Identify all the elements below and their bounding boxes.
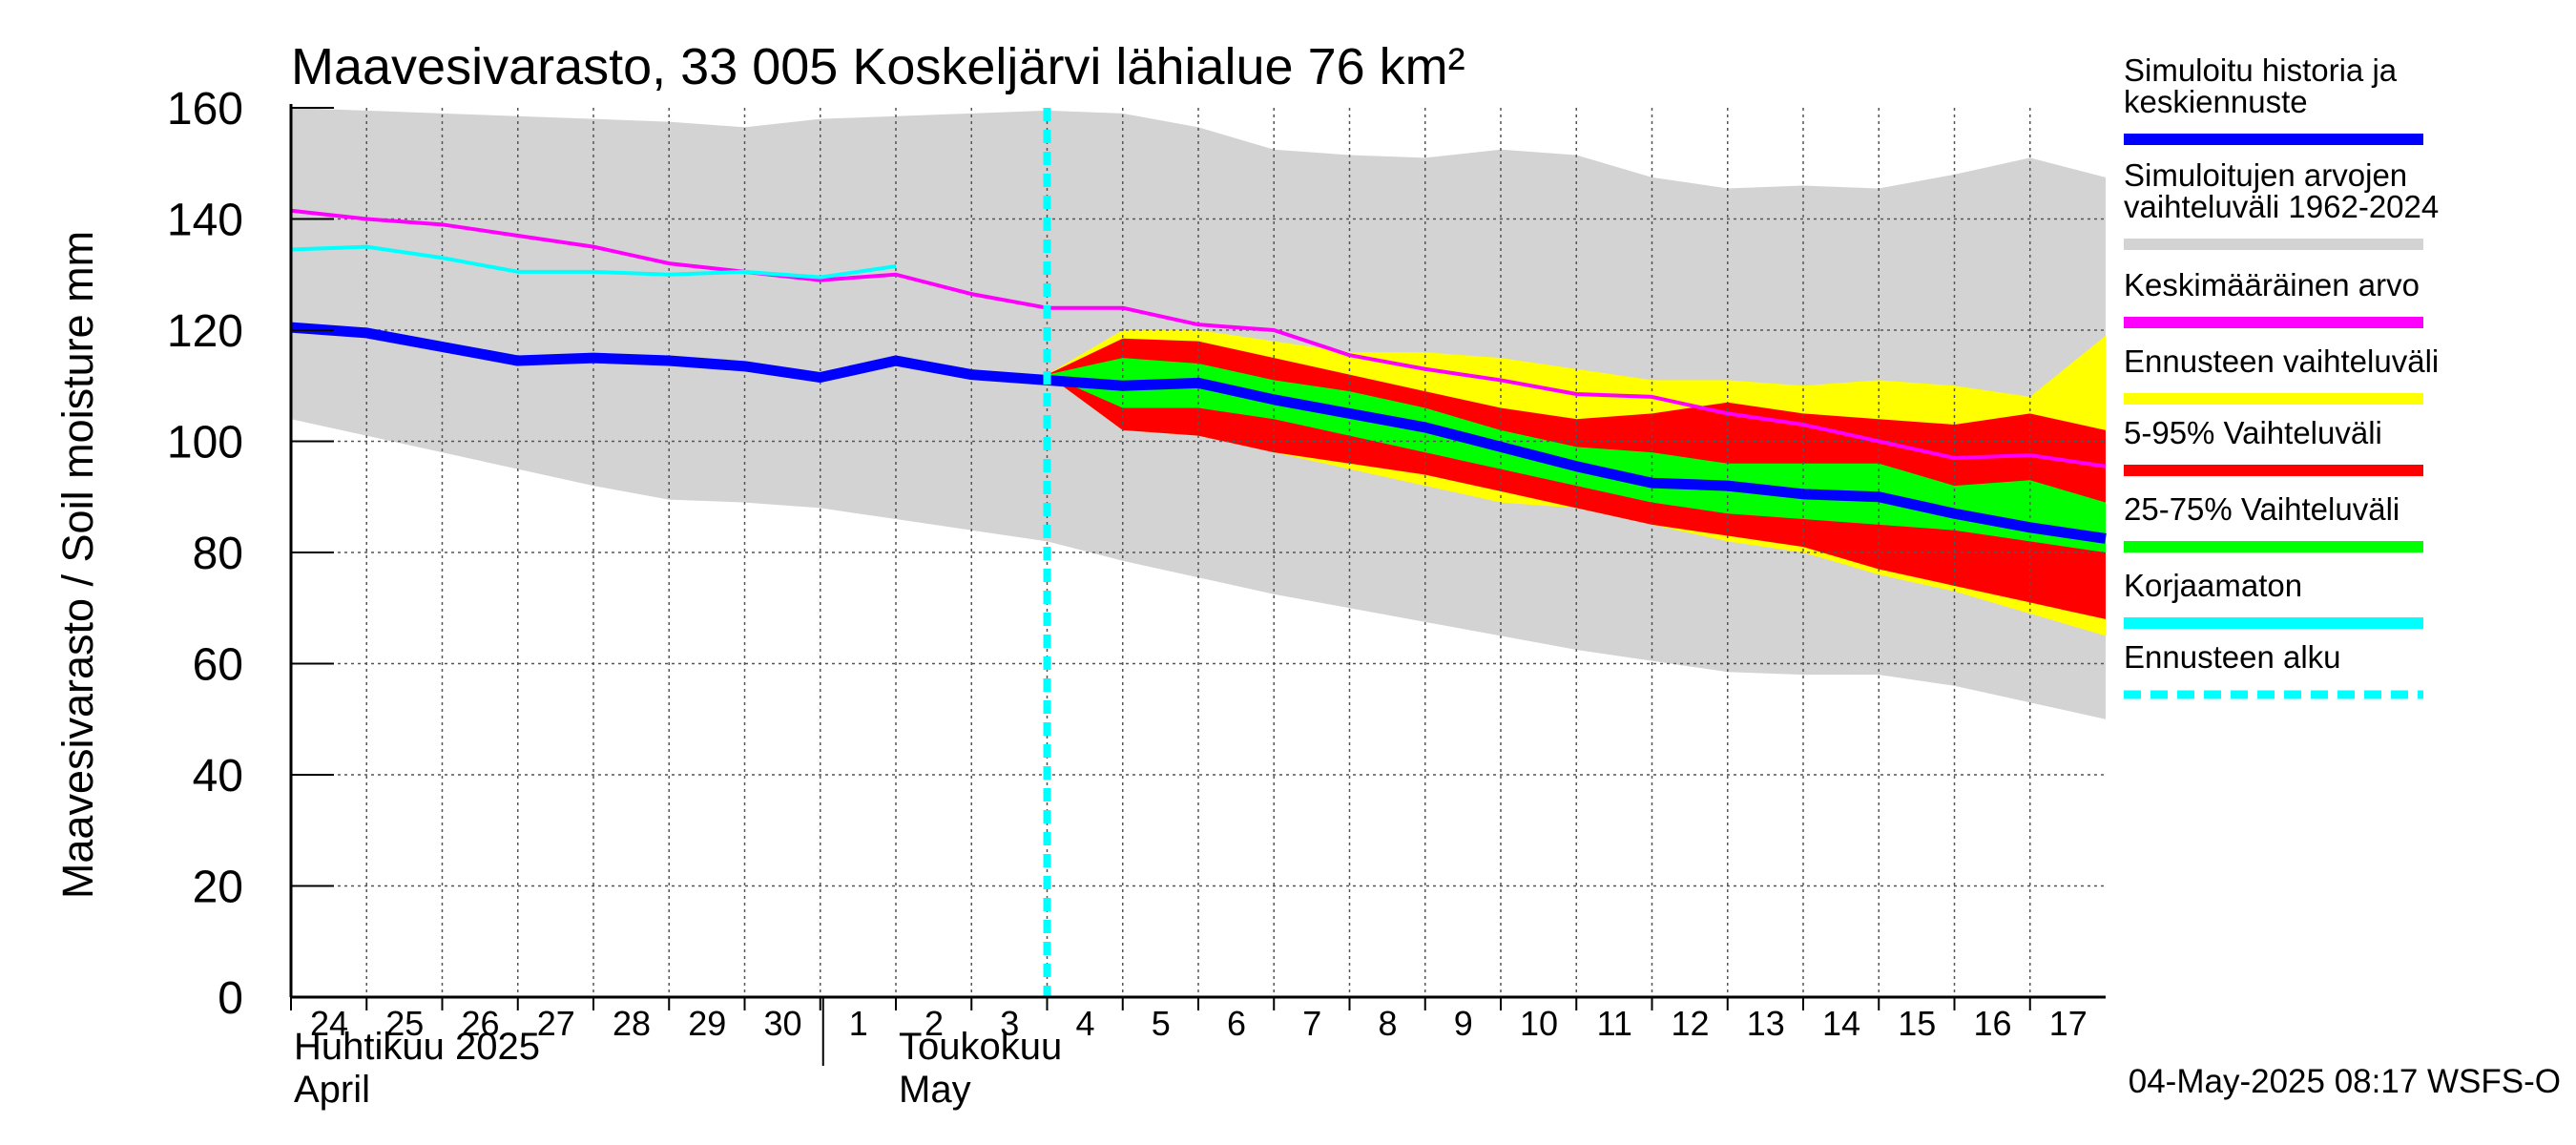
- legend-label: Korjaamaton: [2124, 568, 2302, 603]
- plot-areas: [291, 108, 2106, 719]
- x-tick-label: 27: [537, 1004, 575, 1043]
- y-tick-label: 20: [193, 863, 243, 913]
- x-tick-label: 14: [1822, 1004, 1860, 1043]
- y-axis-ticks: 0 20 40 60 80 100 120 140 160: [167, 84, 334, 1024]
- x-tick-label: 8: [1378, 1004, 1397, 1043]
- y-tick-label: 0: [218, 973, 243, 1024]
- legend-label: 25-75% Vaihteluväli: [2124, 491, 2399, 527]
- x-tick-label: 16: [1973, 1004, 2011, 1043]
- plot-lines: [290, 108, 2107, 997]
- x-tick-label: 29: [688, 1004, 726, 1043]
- y-tick-label: 40: [193, 751, 243, 802]
- x-tick-label: 17: [2049, 1004, 2088, 1043]
- y-tick-label: 140: [167, 196, 243, 246]
- x-tick-label: 9: [1454, 1004, 1473, 1043]
- legend-label: Ennusteen alku: [2124, 639, 2341, 675]
- month-label: Toukokuu: [899, 1026, 1062, 1068]
- mean-line: [290, 208, 2107, 468]
- y-tick-label: 120: [167, 306, 243, 357]
- y-tick-label: 80: [193, 529, 243, 579]
- legend-label: Keskimääräinen arvo: [2124, 267, 2420, 302]
- grid-lines: [291, 108, 2106, 997]
- timestamp: 04-May-2025 08:17 WSFS-O: [2129, 1063, 2561, 1100]
- y-tick-label: 160: [167, 84, 243, 135]
- x-tick-label: 11: [1597, 1004, 1632, 1043]
- x-tick-label: 4: [1075, 1004, 1094, 1043]
- y-tick-label: 100: [167, 418, 243, 468]
- x-tick-label: 25: [385, 1004, 424, 1043]
- median-forecast-line: [290, 322, 2107, 544]
- x-tick-label: 12: [1671, 1004, 1709, 1043]
- x-tick-label: 10: [1520, 1004, 1558, 1043]
- legend-label: Ennusteen vaihteluväli: [2124, 344, 2439, 379]
- x-tick-label: 7: [1302, 1004, 1321, 1043]
- x-tick-label: 2: [924, 1004, 944, 1043]
- month-label-en: April: [294, 1069, 370, 1111]
- x-tick-label: 6: [1227, 1004, 1246, 1043]
- y-axis-label: Maavesivarasto / Soil moisture mm: [53, 231, 102, 899]
- legend-label: Simuloitu historia ja: [2124, 52, 2398, 88]
- month-label-en: May: [899, 1069, 971, 1111]
- legend-label: Simuloitujen arvojen: [2124, 157, 2407, 193]
- y-tick-label: 60: [193, 640, 243, 691]
- uncorrected-line: [290, 244, 897, 280]
- x-tick-label: 13: [1747, 1004, 1785, 1043]
- x-tick-label: 26: [461, 1004, 499, 1043]
- legend-label: keskiennuste: [2124, 84, 2308, 119]
- x-tick-label: 3: [1000, 1004, 1019, 1043]
- x-tick-label: 30: [763, 1004, 801, 1043]
- legend-label: vaihteluväli 1962-2024: [2124, 189, 2439, 224]
- x-tick-label: 1: [849, 1004, 868, 1043]
- legend-label: 5-95% Vaihteluväli: [2124, 415, 2382, 450]
- x-tick-label: 24: [310, 1004, 348, 1043]
- x-tick-label: 15: [1898, 1004, 1936, 1043]
- chart-title: Maavesivarasto, 33 005 Koskeljärvi lähia…: [291, 38, 1465, 95]
- x-tick-label: 28: [613, 1004, 651, 1043]
- x-axis-ticks: 24 25 26 27 28 29 30 1 2 3 4 5 6 7 8 9 10 11 12 13 14 15 16 17: [290, 997, 2088, 1043]
- month-label: Huhtikuu 2025: [294, 1026, 540, 1068]
- x-tick-label: 5: [1152, 1004, 1171, 1043]
